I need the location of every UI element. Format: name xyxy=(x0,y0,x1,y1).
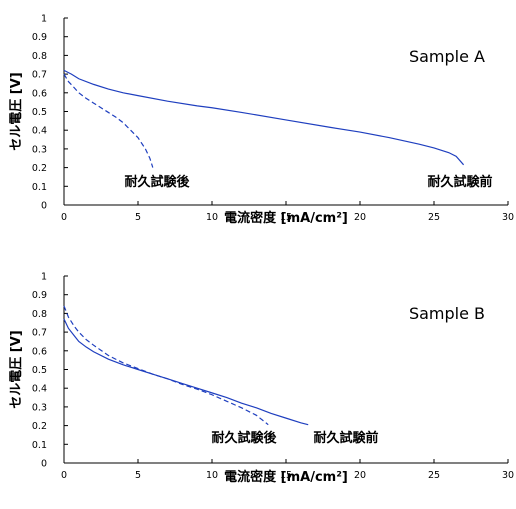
x-tick-label: 5 xyxy=(135,212,141,223)
y-tick-label: 0.3 xyxy=(32,144,47,155)
x-axis-label: 電流密度 [mA/cm²] xyxy=(224,469,348,485)
chart-panel-sample-b: 00.10.20.30.40.50.60.70.80.910 5 10 15 20 25 3… xyxy=(9,272,514,486)
x-tick-label: 25 xyxy=(428,470,440,481)
y-axis-label: セル電圧 [V] xyxy=(9,72,24,150)
y-tick-label: 1 xyxy=(41,14,47,25)
y-tick-label: 0.6 xyxy=(32,88,47,99)
y-tick-label: 0.9 xyxy=(32,290,47,301)
series-line-after xyxy=(63,305,269,426)
y-tick-label: 0.2 xyxy=(32,163,47,174)
curve-annotation: 耐久試験後 xyxy=(211,430,277,446)
x-tick-label: 20 xyxy=(354,470,366,481)
chart-panel-sample-a: 00.10.20.30.40.50.60.70.80.910 5 10 15 20 25 3… xyxy=(9,14,514,227)
y-tick-label: 0.2 xyxy=(32,421,47,432)
x-tick-label: 25 xyxy=(428,212,440,223)
x-tick-label: 10 xyxy=(206,212,218,223)
y-tick-label: 0.8 xyxy=(32,309,47,320)
y-tick-label: 0.9 xyxy=(32,32,47,43)
x-tick-label: 20 xyxy=(354,212,366,223)
y-tick-label: 0.5 xyxy=(32,365,47,376)
x-tick-label: 15 xyxy=(280,470,292,481)
y-tick-label: 0.7 xyxy=(32,70,47,81)
x-tick-label: 30 xyxy=(502,212,514,223)
x-tick-label: 15 xyxy=(280,212,292,223)
y-tick-label: 0.4 xyxy=(32,126,47,137)
x-axis-label: 電流密度 [mA/cm²] xyxy=(224,210,348,226)
curve-annotation: 耐久試験後 xyxy=(124,174,190,190)
chart-title: Sample A xyxy=(409,47,485,66)
series-line-before xyxy=(63,69,465,166)
x-tick-label: 30 xyxy=(502,470,514,481)
y-tick-label: 0 xyxy=(41,201,47,212)
y-tick-label: 0.8 xyxy=(32,51,47,62)
y-axis-label: セル電圧 [V] xyxy=(9,330,24,408)
x-tick-label: 10 xyxy=(206,470,218,481)
y-tick-label: 0.1 xyxy=(32,182,47,193)
y-tick-label: 0.3 xyxy=(32,402,47,413)
x-tick-label: 0 xyxy=(61,212,67,223)
y-tick-label: 0.4 xyxy=(32,384,47,395)
series-line-before xyxy=(63,318,309,426)
y-tick-label: 0 xyxy=(41,459,47,470)
chart-title: Sample B xyxy=(409,304,485,323)
y-tick-label: 0.1 xyxy=(32,440,47,451)
x-tick-label: 5 xyxy=(135,470,141,481)
y-tick-label: 0.5 xyxy=(32,107,47,118)
y-tick-label: 1 xyxy=(41,272,47,283)
x-tick-label: 0 xyxy=(61,470,67,481)
curve-annotation: 耐久試験前 xyxy=(313,430,378,446)
y-tick-label: 0.7 xyxy=(32,328,47,339)
curve-annotation: 耐久試験前 xyxy=(427,174,492,190)
y-tick-label: 0.6 xyxy=(32,346,47,357)
series-line-after xyxy=(63,73,154,168)
